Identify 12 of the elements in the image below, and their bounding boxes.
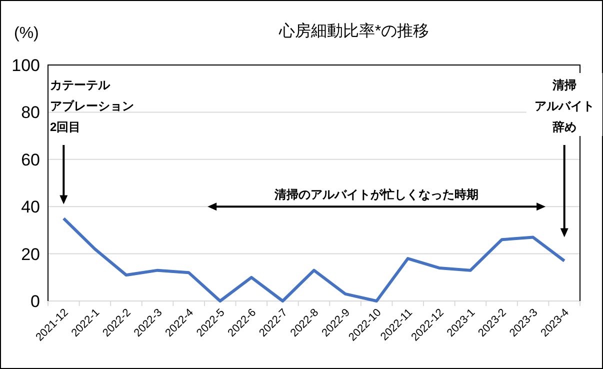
y-tick-label: 80 [21, 103, 40, 122]
chart-title: 心房細動比率*の推移 [278, 22, 430, 40]
annotation: カテーテルアブレーション2回目 [50, 78, 134, 134]
y-tick-label: 0 [30, 292, 40, 311]
annotation: 清掃のアルバイトが忙しくなった時期 [274, 188, 479, 202]
y-tick-label: 20 [21, 244, 40, 264]
y-tick-label: 100 [12, 56, 40, 75]
y-axis-title: (%) [14, 25, 39, 42]
y-tick-label: 40 [21, 198, 40, 217]
line-series [62, 216, 566, 302]
annotation: 清掃アルバイト辞め [534, 78, 594, 134]
y-tick-label: 60 [21, 150, 40, 170]
